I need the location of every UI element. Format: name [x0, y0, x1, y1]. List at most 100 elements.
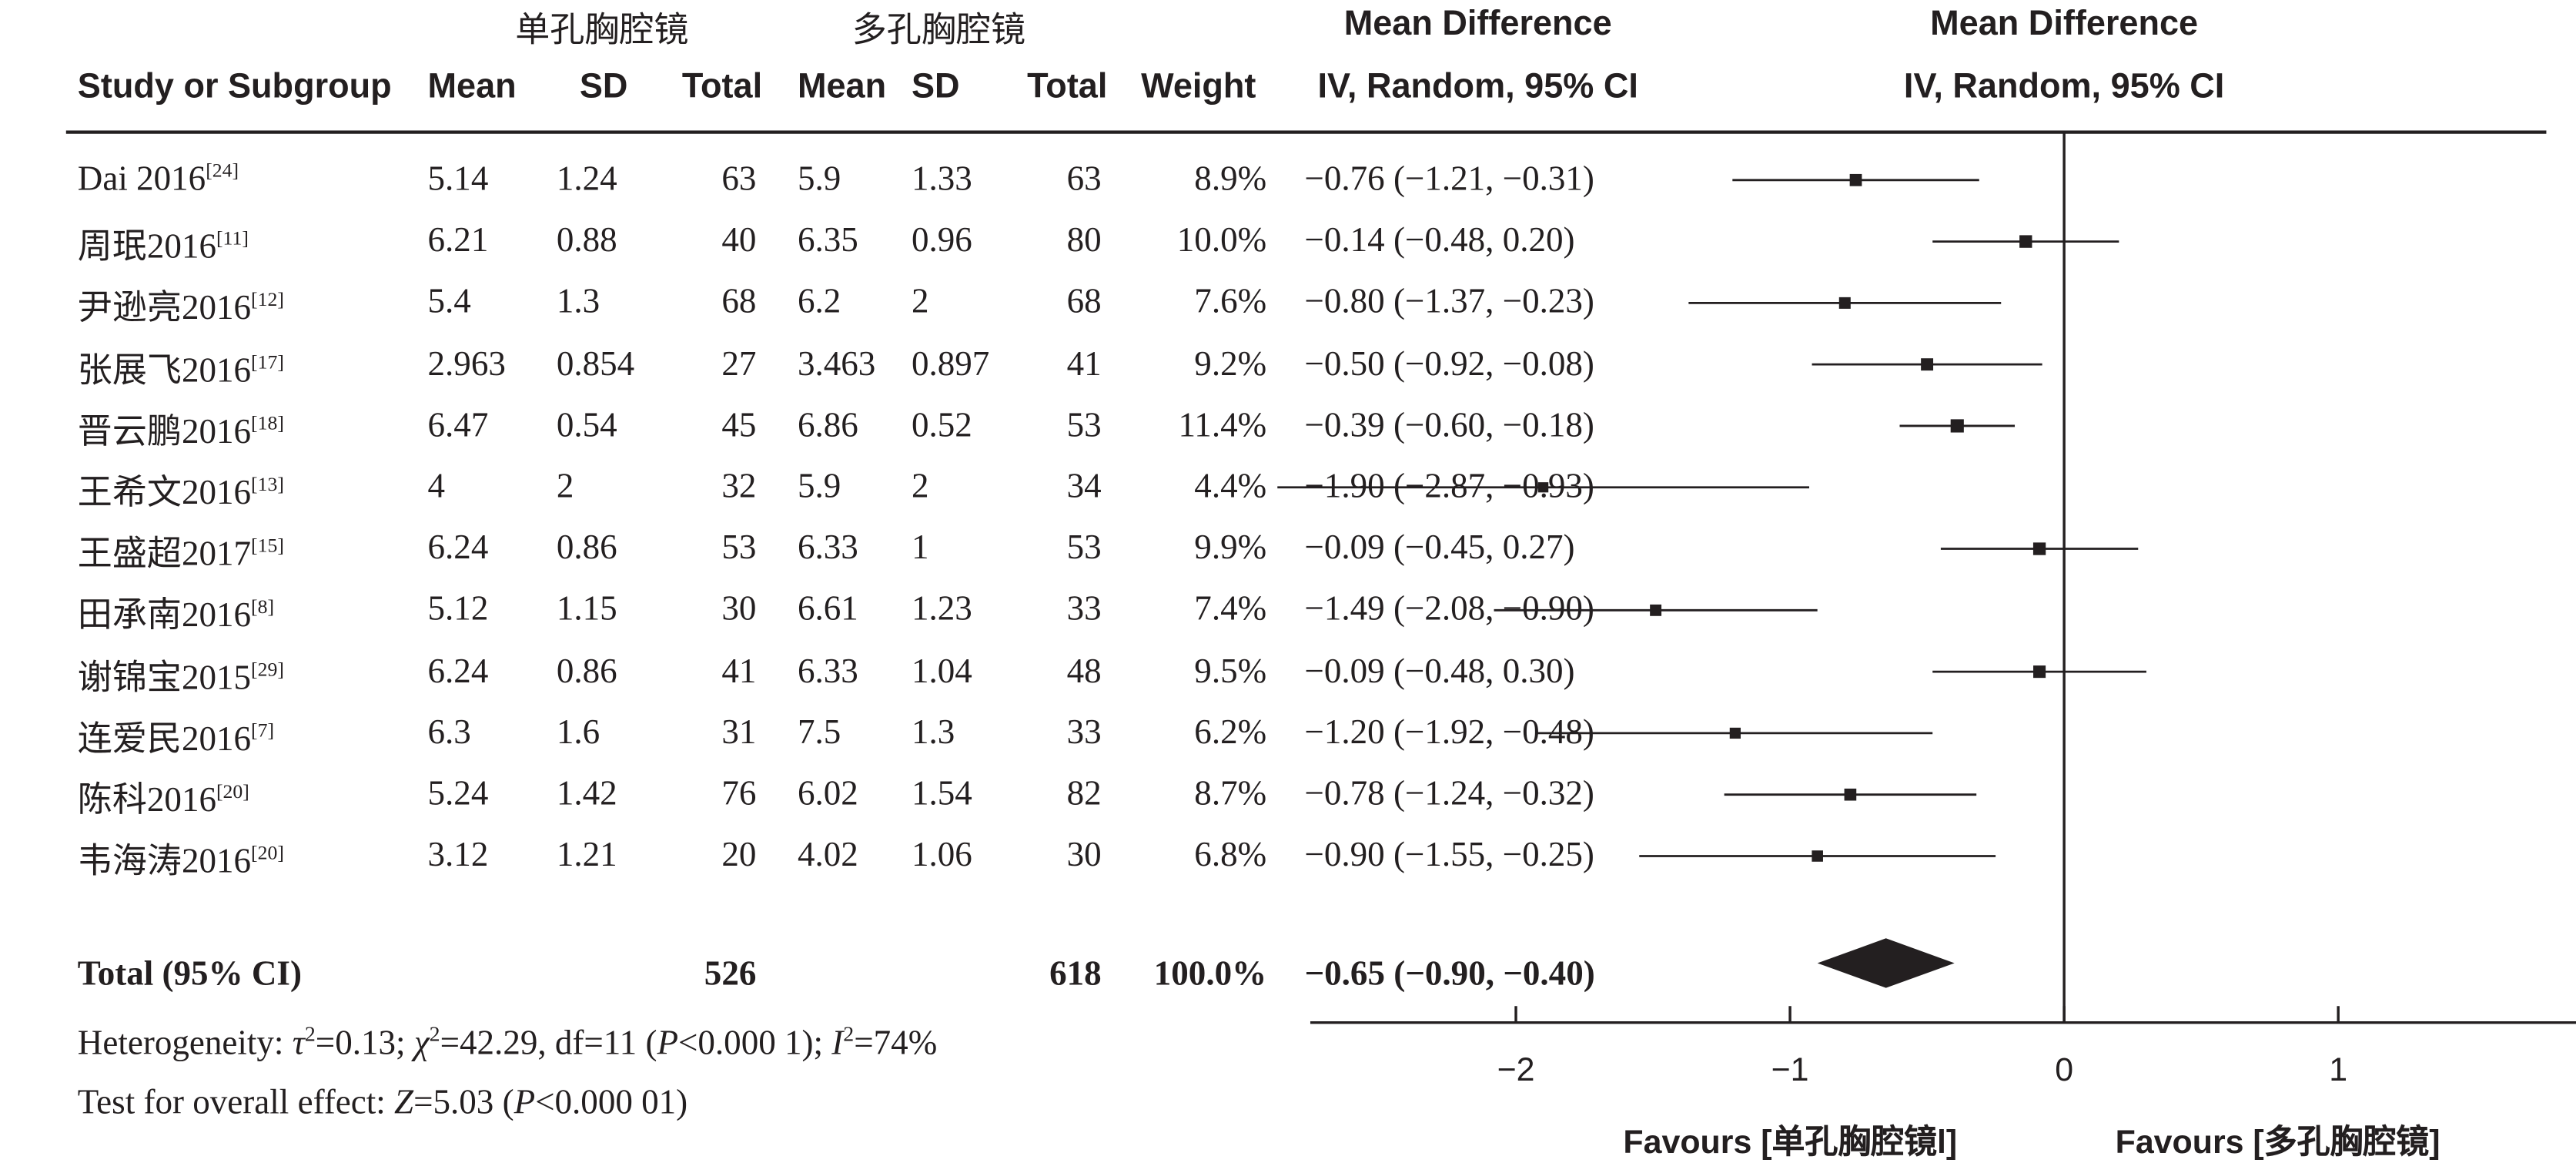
study-weight: 7.6% [1194, 281, 1267, 321]
study-reference: [24] [206, 158, 239, 182]
study-sd1: 2 [556, 465, 574, 506]
study-name: 尹逊亮2016[12] [78, 281, 284, 330]
study-name-text: 王盛超2017 [77, 534, 252, 574]
study-sd1: 0.54 [556, 404, 617, 444]
mean1-column-header: Mean [427, 67, 517, 106]
sd1-column-header: SD [579, 67, 628, 106]
study-name-text: 谢锦宝2015 [77, 656, 252, 697]
x-axis-tick-label: −2 [1497, 1051, 1535, 1088]
study-reference: [7] [251, 718, 275, 742]
study-point-estimate [1950, 419, 1964, 433]
pooled-estimate-diamond [1817, 938, 1955, 988]
chi-symbol: χ [413, 1022, 430, 1063]
study-weight: 6.2% [1194, 712, 1267, 752]
study-mean2: 6.33 [797, 527, 858, 568]
study-weight: 7.4% [1194, 588, 1267, 628]
study-point-estimate [1729, 727, 1741, 739]
chi-exponent: 2 [429, 1021, 440, 1046]
chi-value: =42.29, df=11 ( [440, 1022, 657, 1063]
study-sd1: 1.15 [556, 588, 617, 628]
study-mean1: 6.24 [427, 650, 489, 690]
study-name: 周珉2016[11] [78, 220, 249, 270]
study-reference: [15] [251, 534, 284, 558]
study-point-estimate [2032, 542, 2046, 555]
study-point-estimate [1838, 297, 1851, 309]
study-reference: [18] [251, 411, 284, 434]
study-total2: 82 [1066, 773, 1102, 813]
study-ci-text: −0.50 (−0.92, −0.08) [1304, 343, 1594, 383]
study-point-estimate [1844, 788, 1857, 801]
study-mean2: 7.5 [797, 712, 841, 752]
study-ci-text: −0.09 (−0.48, 0.30) [1304, 650, 1575, 690]
study-total1: 30 [721, 588, 757, 628]
study-mean2: 6.61 [797, 588, 858, 628]
study-column-header: Study or Subgroup [77, 67, 392, 106]
study-name: Dai 2016[24] [78, 159, 239, 200]
study-mean1: 6.3 [427, 712, 471, 752]
study-total2: 80 [1066, 220, 1102, 260]
study-ci-text: −0.39 (−0.60, −0.18) [1304, 404, 1594, 444]
study-name-text: 韦海涛2016 [77, 841, 252, 881]
study-point-estimate [1921, 358, 1934, 371]
study-reference: [20] [216, 779, 249, 803]
study-ci-text: −0.09 (−0.45, 0.27) [1304, 527, 1575, 568]
study-ci-text: −0.78 (−1.24, −0.32) [1304, 773, 1594, 813]
md-header-line1: Mean Difference [1343, 5, 1612, 43]
study-point-estimate [1812, 850, 1823, 862]
i-symbol: I [831, 1022, 844, 1063]
study-sd2: 2 [911, 465, 929, 506]
study-name-text: 晋云鹏2016 [77, 411, 252, 451]
heterogeneity-prefix: Heterogeneity: [77, 1022, 293, 1063]
study-sd2: 1.04 [911, 650, 972, 690]
study-sd1: 0.88 [556, 220, 617, 260]
study-total2: 48 [1066, 650, 1102, 690]
tau-value: =0.13; [315, 1022, 414, 1063]
study-mean1: 5.12 [427, 588, 489, 628]
favours-right-label: Favours [多孔胸腔镜] [2115, 1124, 2441, 1161]
study-total1: 40 [721, 220, 757, 260]
study-ci-text: −0.90 (−1.55, −0.25) [1304, 834, 1594, 875]
total-label: Total (95% CI) [77, 953, 302, 994]
study-point-estimate [2033, 665, 2046, 679]
study-name: 陈科2016[20] [78, 773, 249, 823]
study-sd2: 1.3 [911, 712, 955, 752]
weight-column-header: Weight [1141, 67, 1256, 106]
study-sd2: 1 [911, 527, 929, 568]
study-total2: 34 [1066, 465, 1102, 506]
study-point-estimate [2019, 235, 2032, 248]
study-ci-text: −0.14 (−0.48, 0.20) [1304, 220, 1575, 260]
study-name-text: 尹逊亮2016 [77, 288, 252, 328]
study-reference: [29] [251, 656, 284, 680]
overall-effect-line: Test for overall effect: Z=5.03 (P<0.000… [78, 1082, 687, 1124]
md-header-line2: IV, Random, 95% CI [1317, 67, 1638, 106]
study-mean2: 6.86 [797, 404, 858, 444]
study-weight: 6.8% [1194, 834, 1267, 875]
study-weight: 9.2% [1194, 343, 1267, 383]
study-weight: 8.9% [1194, 158, 1267, 199]
study-total1: 31 [721, 712, 757, 752]
study-reference: [20] [251, 841, 284, 865]
study-name: 张展飞2016[17] [78, 343, 284, 392]
x-axis-tick-label: −1 [1771, 1051, 1809, 1088]
study-sd1: 0.86 [556, 527, 617, 568]
study-name-text: 周珉2016 [77, 226, 216, 266]
study-total2: 30 [1066, 834, 1102, 875]
study-total2: 53 [1066, 404, 1102, 444]
study-ci-text: −0.76 (−1.21, −0.31) [1304, 158, 1594, 199]
study-mean2: 5.9 [797, 465, 841, 506]
study-mean1: 6.24 [427, 527, 489, 568]
study-point-estimate [1538, 482, 1549, 493]
study-reference: [17] [251, 349, 284, 373]
study-name: 王希文2016[13] [78, 466, 284, 515]
tau-symbol: τ [292, 1022, 305, 1063]
study-mean1: 6.21 [427, 220, 489, 260]
study-mean1: 3.12 [427, 834, 489, 875]
sd2-column-header: SD [911, 67, 960, 106]
study-total2: 53 [1066, 527, 1102, 568]
study-total2: 33 [1066, 588, 1102, 628]
group1-header: 单孔胸腔镜 [515, 9, 689, 50]
study-weight: 4.4% [1194, 465, 1267, 506]
total-ci-text: −0.65 (−0.90, −0.40) [1304, 953, 1595, 994]
study-name: 王盛超2017[15] [78, 528, 284, 577]
